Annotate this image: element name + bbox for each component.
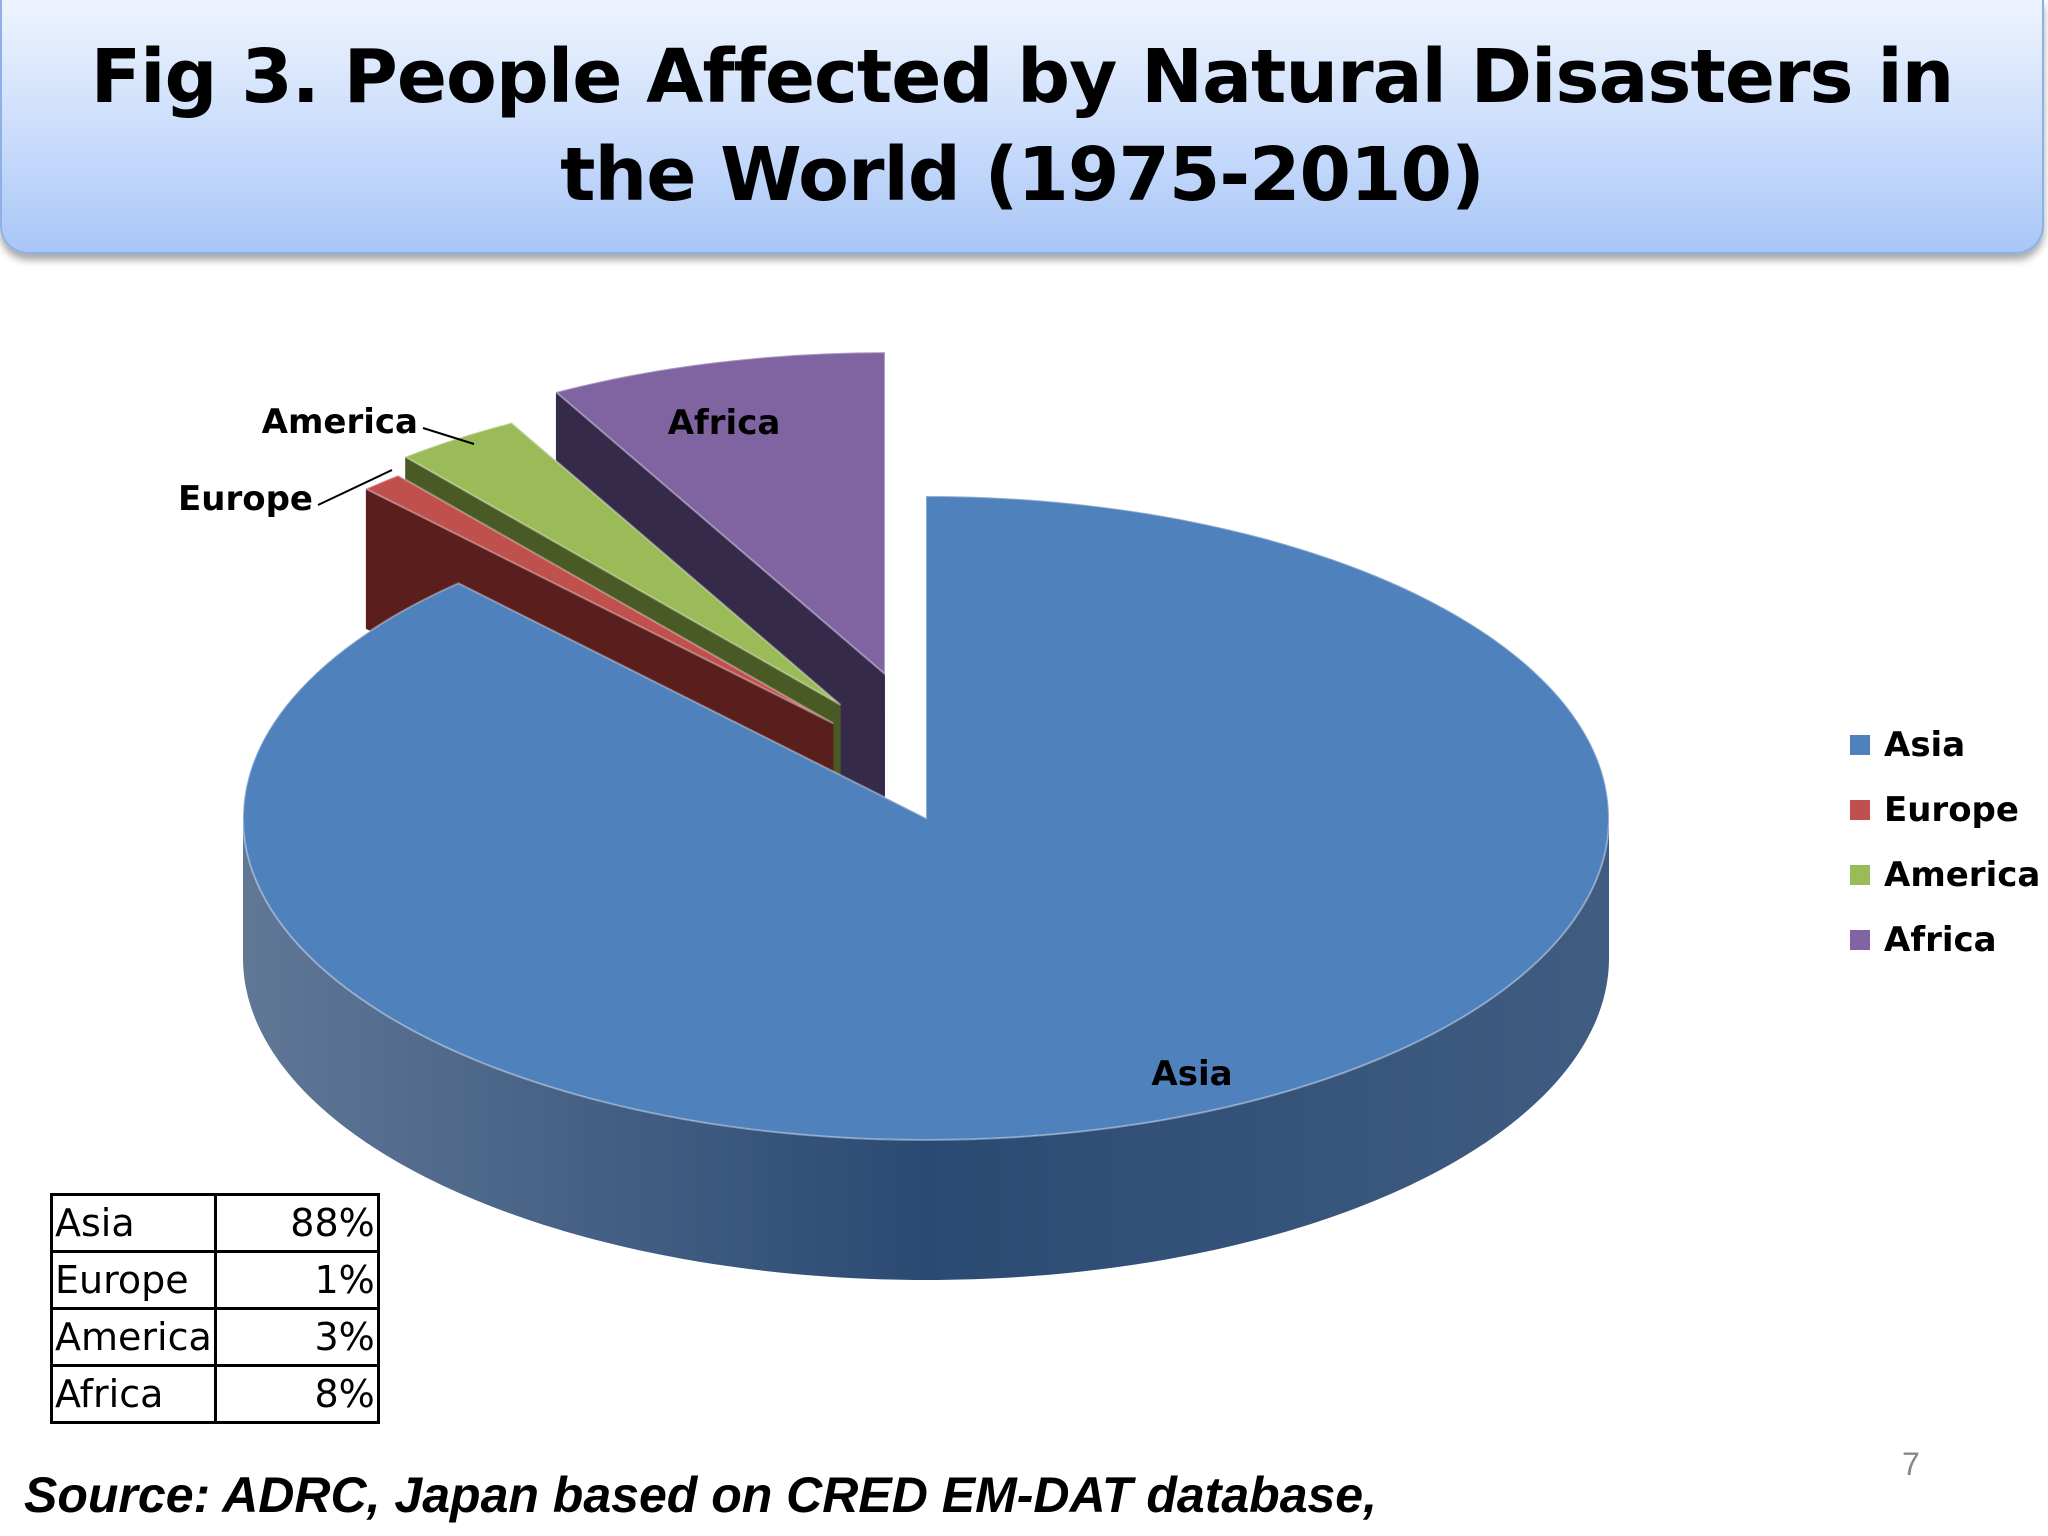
legend-label-america: America <box>1884 854 2041 895</box>
legend-swatch-africa <box>1850 929 1870 950</box>
table-cell-percent: 8% <box>213 1364 380 1424</box>
slide-title: Fig 3. People Affected by Natural Disast… <box>90 34 1955 218</box>
slice-top-face <box>363 474 834 725</box>
source-note: Source: ADRC, Japan based on CRED EM-DAT… <box>24 1467 1378 1523</box>
legend-item-africa: Africa <box>1850 907 2040 972</box>
slice-label-america: America <box>262 402 418 442</box>
table-row: Africa 8% <box>50 1364 380 1424</box>
legend-label-europe: Europe <box>1884 789 2019 830</box>
table-row: Asia 88% <box>50 1193 380 1253</box>
leader-line <box>422 427 475 445</box>
table-cell-region: America <box>50 1307 217 1367</box>
table-cell-region: Asia <box>50 1193 217 1253</box>
pie-slice-asia <box>242 494 1610 1280</box>
table-cell-percent: 3% <box>213 1307 380 1367</box>
slice-outer-wall <box>243 818 1609 1280</box>
legend-swatch-europe <box>1850 799 1870 820</box>
legend-label-africa: Africa <box>1884 919 1997 960</box>
table-cell-region: Africa <box>50 1364 217 1424</box>
leader-line <box>317 469 393 506</box>
legend-swatch-asia <box>1850 734 1870 755</box>
slice-label-europe: Europe <box>178 479 313 519</box>
slice-label-africa: Africa <box>668 403 781 443</box>
table-cell-region: Europe <box>50 1250 217 1310</box>
table-cell-percent: 88% <box>213 1193 380 1253</box>
legend-item-europe: Europe <box>1850 777 2040 842</box>
title-banner: Fig 3. People Affected by Natural Disast… <box>0 0 2044 254</box>
page-number: 7 <box>1902 1446 1920 1482</box>
legend-item-asia: Asia <box>1850 712 2040 777</box>
table-cell-percent: 1% <box>213 1250 380 1310</box>
legend-item-america: America <box>1850 842 2040 907</box>
legend-swatch-america <box>1850 864 1870 885</box>
legend-label-asia: Asia <box>1884 724 1966 765</box>
chart-legend: Asia Europe America Africa <box>1850 712 2040 972</box>
slice-label-asia: Asia <box>1151 1054 1232 1094</box>
table-row: Europe 1% <box>50 1250 380 1310</box>
table-row: America 3% <box>50 1307 380 1367</box>
slice-top-face <box>242 494 1610 1141</box>
percentage-table: Asia 88% Europe 1% America 3% Africa 8% <box>50 1193 380 1424</box>
slice-top-face <box>553 351 886 677</box>
